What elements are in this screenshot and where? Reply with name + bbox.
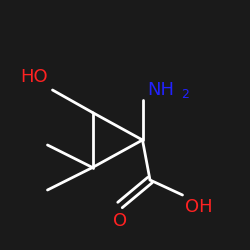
Text: 2: 2: [181, 88, 189, 102]
Text: O: O: [113, 212, 127, 230]
Text: OH: OH: [185, 198, 212, 216]
Text: NH: NH: [148, 81, 174, 99]
Text: HO: HO: [20, 68, 48, 86]
